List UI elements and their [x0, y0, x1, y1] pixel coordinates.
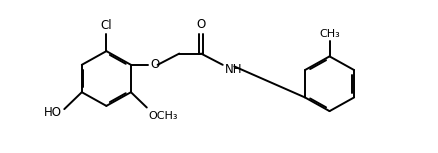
Text: OCH₃: OCH₃	[149, 111, 178, 121]
Text: O: O	[150, 58, 159, 71]
Text: NH: NH	[225, 63, 243, 76]
Text: O: O	[196, 18, 206, 31]
Text: Cl: Cl	[101, 19, 112, 32]
Text: CH₃: CH₃	[319, 29, 340, 39]
Text: HO: HO	[44, 106, 62, 119]
